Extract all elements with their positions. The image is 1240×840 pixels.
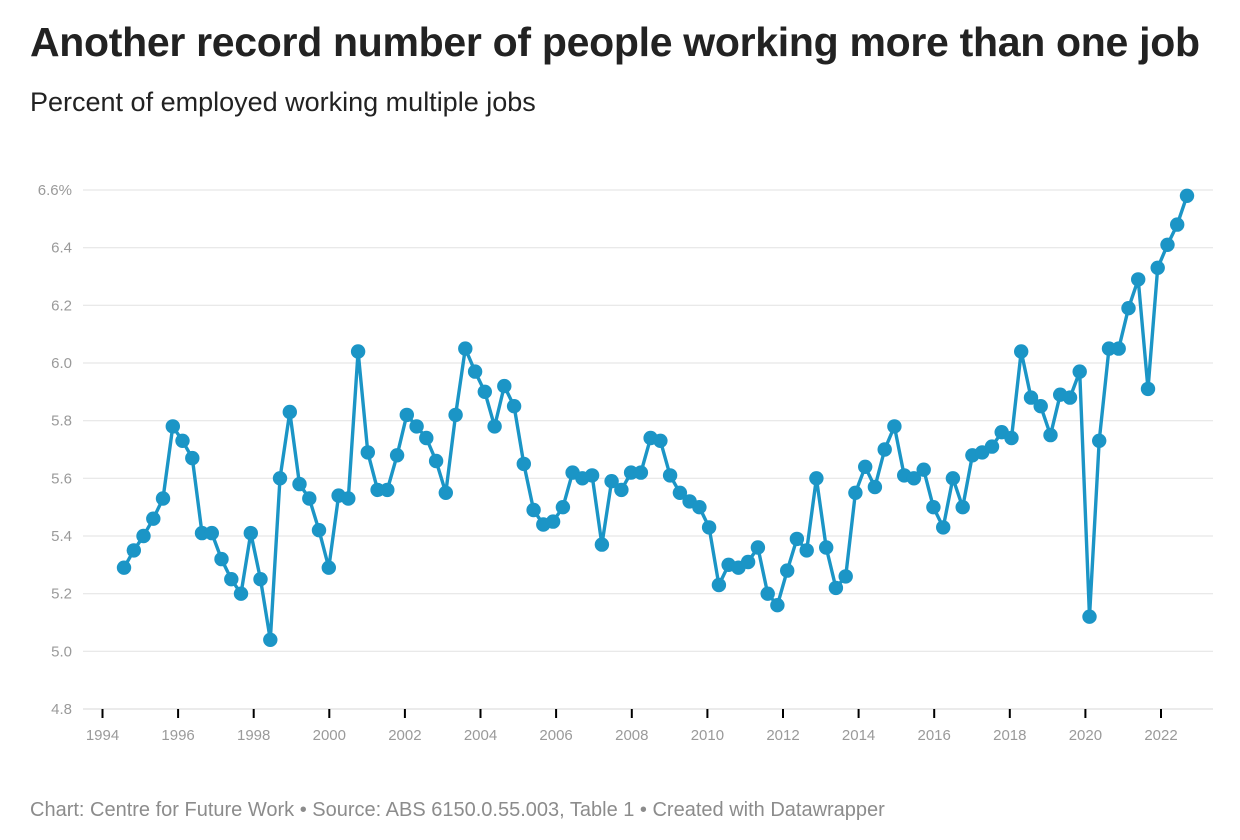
svg-text:2008: 2008 (615, 727, 648, 744)
svg-text:2016: 2016 (918, 727, 951, 744)
svg-text:6.0: 6.0 (51, 355, 72, 372)
svg-text:2010: 2010 (691, 727, 724, 744)
svg-text:2006: 2006 (539, 727, 572, 744)
svg-text:6.4: 6.4 (51, 240, 72, 257)
svg-text:2018: 2018 (993, 727, 1026, 744)
svg-text:1994: 1994 (86, 727, 119, 744)
svg-text:2012: 2012 (766, 727, 799, 744)
svg-text:5.4: 5.4 (51, 528, 72, 545)
svg-text:2004: 2004 (464, 727, 497, 744)
svg-text:2022: 2022 (1144, 727, 1177, 744)
svg-text:6.2: 6.2 (51, 297, 72, 314)
svg-text:5.6: 5.6 (51, 470, 72, 487)
svg-text:5.0: 5.0 (51, 643, 72, 660)
svg-text:2014: 2014 (842, 727, 875, 744)
svg-text:2000: 2000 (313, 727, 346, 744)
svg-text:1996: 1996 (161, 727, 194, 744)
svg-text:4.8: 4.8 (51, 701, 72, 718)
svg-text:5.8: 5.8 (51, 413, 72, 430)
svg-text:6.6%: 6.6% (38, 182, 72, 199)
svg-text:1998: 1998 (237, 727, 270, 744)
svg-text:2002: 2002 (388, 727, 421, 744)
svg-text:2020: 2020 (1069, 727, 1102, 744)
svg-text:5.2: 5.2 (51, 586, 72, 603)
